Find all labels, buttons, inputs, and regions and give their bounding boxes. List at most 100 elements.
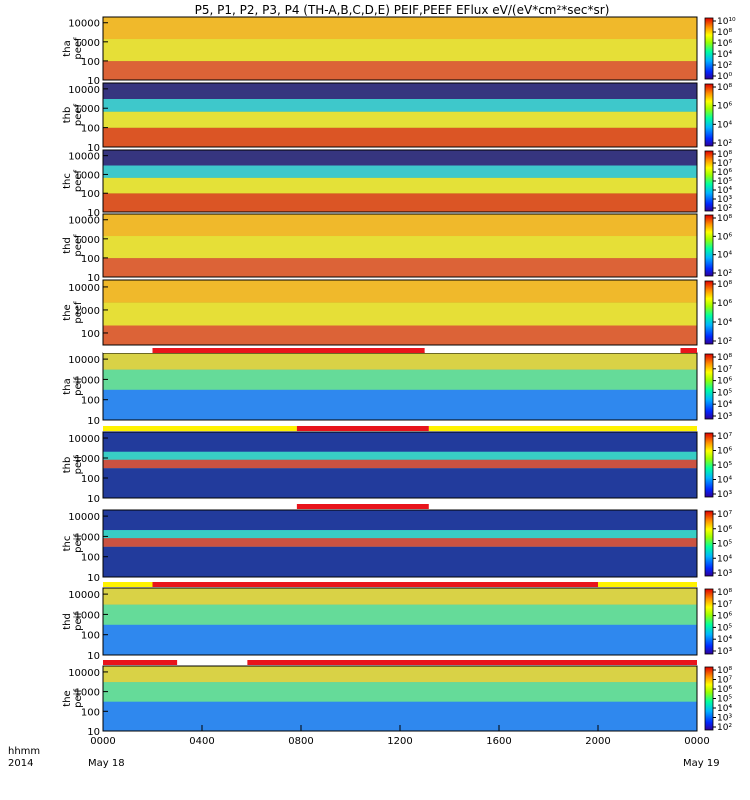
- colorbar: [704, 588, 714, 655]
- spectrogram-band: [103, 325, 697, 345]
- colorbar-label: 10⁷: [717, 432, 732, 442]
- colorbar-label: 10⁷: [717, 159, 732, 169]
- colorbar: [704, 17, 714, 80]
- spectrogram-band: [103, 83, 697, 99]
- panel-label: thepeef: [62, 301, 84, 324]
- spectrogram-band: [103, 369, 697, 390]
- panel-the-peef: 10000 1000 100 thepeef 10⁸ 10⁶ 10⁴ 10²: [62, 279, 732, 347]
- panel-frame: [102, 213, 698, 278]
- spectrogram-band: [103, 236, 697, 259]
- status-bar-segment: [296, 504, 429, 509]
- colorbar-label: 10²: [717, 61, 732, 71]
- y-tick-label: 100: [81, 329, 100, 340]
- spectrogram-band: [103, 258, 697, 277]
- y-tick-label: 100: [81, 474, 100, 485]
- panels-layer: 10000100010010thapeef10¹⁰10⁸10⁶10⁴10²10⁰…: [62, 16, 736, 738]
- spectrogram-band: [103, 451, 697, 460]
- colorbar-label: 10⁴: [717, 186, 732, 196]
- spectrogram-band: [103, 177, 697, 194]
- y-tick-label: 10000: [68, 19, 100, 30]
- colorbar-label: 10²: [717, 204, 732, 214]
- spectrogram-band: [103, 17, 697, 40]
- colorbar-label: 10⁸: [717, 28, 732, 38]
- panel-label: thcpeif: [62, 534, 84, 553]
- panel-frame: [102, 587, 698, 656]
- y-tick-label: 10: [87, 208, 100, 219]
- spectrogram-band: [103, 604, 697, 625]
- colorbar-label: 10¹⁰: [717, 17, 736, 27]
- colorbar-label: 10⁶: [717, 39, 732, 49]
- colorbar-label: 10⁵: [717, 695, 732, 705]
- colorbar-label: 10⁴: [717, 704, 732, 714]
- panel-thb-peef: 10000 1000 100 10 thbpeef 10⁸ 10⁶ 10⁴ 10²: [62, 82, 732, 154]
- colorbar-label: 10⁰: [717, 72, 732, 82]
- y-tick-label: 1000: [75, 170, 100, 181]
- status-bar-segment: [247, 660, 697, 665]
- colorbar-label: 10⁵: [717, 388, 732, 398]
- y-tick-label: 100: [81, 254, 100, 265]
- panel-label: thepeif: [62, 689, 84, 708]
- spectrogram-band: [103, 530, 697, 539]
- spectrogram-band: [103, 165, 697, 178]
- spectrogram-band: [103, 39, 697, 62]
- colorbar-label: 10⁸: [717, 214, 732, 224]
- colorbar: [704, 510, 714, 577]
- y-tick-label: 10000: [68, 355, 100, 366]
- panel-the-peif: 10000 1000 100 10 thepeif 10⁸10⁷10⁶10⁵10⁴10³1…: [62, 660, 732, 738]
- y-tick-label: 1000: [75, 306, 100, 317]
- colorbar-label: 10³: [717, 714, 732, 724]
- colorbar-label: 10⁷: [717, 676, 732, 686]
- y-tick-label: 10000: [68, 152, 100, 163]
- colorbar-label: 10⁷: [717, 365, 732, 375]
- status-bar-segment: [103, 504, 297, 509]
- panel-label: thdpeef: [62, 234, 84, 257]
- colorbar-label: 10⁵: [717, 623, 732, 633]
- x-tick-label: 0000: [90, 736, 115, 747]
- colorbar-label: 10⁴: [717, 120, 732, 130]
- y-tick-label: 100: [81, 189, 100, 200]
- colorbar-label: 10⁶: [717, 168, 732, 178]
- y-tick-label: 10000: [68, 590, 100, 601]
- colorbar-label: 10⁴: [717, 318, 732, 328]
- colorbar: [704, 353, 714, 420]
- spectrogram-band: [103, 459, 697, 469]
- status-bar-segment: [296, 426, 429, 431]
- status-bar-segment: [103, 582, 153, 587]
- status-bar-segment: [680, 348, 697, 353]
- colorbar-label: 10⁷: [717, 600, 732, 610]
- panel-label: thbpeif: [62, 455, 84, 474]
- panel-label: thbpeef: [62, 103, 84, 126]
- colorbar-label: 10⁴: [717, 554, 732, 564]
- colorbar-label: 10⁸: [717, 83, 732, 93]
- panel-frame: [102, 431, 698, 499]
- y-tick-label: 1000: [75, 38, 100, 49]
- colorbar-label: 10⁴: [717, 400, 732, 410]
- y-tick-label: 100: [81, 631, 100, 642]
- spectrogram-band: [103, 99, 697, 112]
- panel-label: thcpeef: [62, 169, 84, 192]
- colorbar: [704, 280, 714, 345]
- colorbar: [704, 432, 714, 498]
- y-tick-label: 100: [81, 396, 100, 407]
- colorbar-label: 10⁸: [717, 588, 732, 598]
- colorbar-label: 10⁷: [717, 510, 732, 520]
- colorbar-label: 10⁸: [717, 353, 732, 363]
- status-bar-segment: [424, 348, 681, 353]
- spectrogram-band: [103, 624, 697, 655]
- colorbar: [704, 83, 714, 147]
- panel-label: thdpeif: [62, 612, 84, 631]
- x-tick-label: 0000: [684, 736, 709, 747]
- colorbar-label: 10³: [717, 195, 732, 205]
- panel-frame: [102, 16, 698, 81]
- status-bar-segment: [152, 582, 598, 587]
- spectrogram-band: [103, 682, 697, 702]
- colorbar-label: 10⁶: [717, 612, 732, 622]
- colorbar-label: 10⁶: [717, 685, 732, 695]
- colorbar-label: 10³: [717, 412, 732, 422]
- y-tick-label: 10: [87, 573, 100, 584]
- panel-label: thapeef: [62, 37, 84, 60]
- y-tick-label: 10000: [68, 668, 100, 679]
- colorbar-label: 10²: [717, 337, 732, 347]
